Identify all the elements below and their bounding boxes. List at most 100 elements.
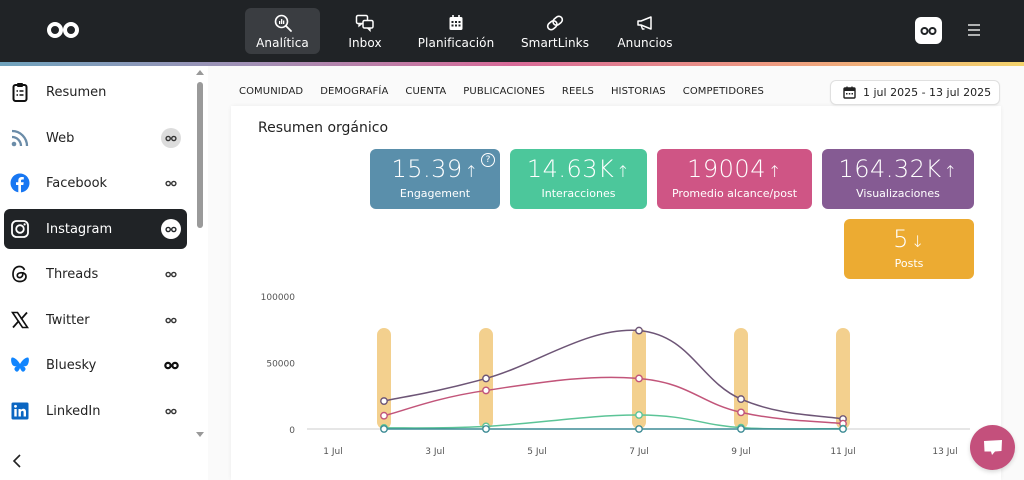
- section-title: Resumen orgánico: [258, 120, 389, 136]
- connection-badge-icon: [161, 173, 181, 193]
- kpi-label: Engagement: [399, 187, 471, 200]
- nav-analitica[interactable]: Analítica: [245, 8, 320, 54]
- linkedin-icon: [11, 402, 29, 420]
- data-point[interactable]: [380, 411, 388, 420]
- data-point[interactable]: [839, 425, 847, 433]
- sidebar-item-linkedin[interactable]: LinkedIn: [4, 391, 187, 431]
- hamburger-menu-icon[interactable]: [966, 23, 982, 37]
- tab-competidores[interactable]: COMPETIDORES: [682, 86, 765, 97]
- tab-demografia[interactable]: DEMOGRAFÍA: [320, 86, 389, 97]
- x-tick-label: 5 Jul: [527, 447, 546, 457]
- sidebar-item-label: LinkedIn: [46, 403, 101, 419]
- brand-gradient-strip: [0, 62, 1024, 66]
- kpi-engagement: 15.39 ↑ Engagement ?: [370, 149, 500, 209]
- logo-icon[interactable]: [46, 20, 80, 40]
- kpi-interacciones: 14.63K ↑ Interacciones: [510, 149, 647, 209]
- kpi-value: 15.39: [391, 155, 463, 183]
- chat-bubble-icon: [983, 439, 1002, 455]
- nav-inbox[interactable]: Inbox: [340, 8, 390, 54]
- link-icon: [546, 14, 564, 31]
- trend-up-arrow-icon: ↑: [464, 162, 479, 181]
- nav-smartlinks[interactable]: SmartLinks: [520, 8, 590, 54]
- y-tick-label: 100000: [261, 293, 296, 303]
- scroll-up-arrow-icon[interactable]: [196, 70, 204, 75]
- sidebar-item-resumen[interactable]: Resumen: [4, 72, 187, 112]
- posts-bar[interactable]: [734, 328, 748, 429]
- nav-label: Analítica: [256, 35, 309, 50]
- kpi-value: 19004: [687, 155, 766, 183]
- data-point[interactable]: [635, 374, 643, 383]
- data-point[interactable]: [737, 425, 745, 433]
- nav-label: SmartLinks: [520, 35, 590, 50]
- connection-badge-icon: [161, 310, 181, 330]
- calendar-icon: [449, 14, 463, 30]
- series-line: [383, 329, 844, 420]
- clipboard-icon: [12, 83, 28, 102]
- sidebar-item-facebook[interactable]: Facebook: [4, 163, 187, 203]
- rss-icon: [11, 129, 29, 147]
- kpi-visualizaciones: 164.32K ↑ Visualizaciones: [822, 149, 974, 209]
- data-point[interactable]: [380, 397, 388, 405]
- sidebar-item-instagram[interactable]: Instagram: [4, 209, 187, 249]
- sidebar-item-label: Threads: [46, 266, 99, 282]
- date-range-picker[interactable]: 1 jul 2025 - 13 jul 2025: [830, 80, 1000, 105]
- posts-bar[interactable]: [377, 328, 391, 429]
- connection-badge-icon: [161, 264, 181, 284]
- kpi-label: Visualizaciones: [856, 187, 940, 200]
- tab-publicaciones[interactable]: PUBLICACIONES: [463, 86, 545, 97]
- data-point[interactable]: [482, 425, 490, 433]
- kpi-label: Interacciones: [541, 187, 616, 200]
- kpi-label: Promedio alcance/post: [671, 187, 798, 200]
- kpi-label: Posts: [894, 257, 924, 270]
- bluesky-icon: [11, 357, 29, 372]
- data-point[interactable]: [635, 326, 643, 335]
- chat-support-button[interactable]: [970, 425, 1015, 470]
- nav-label: Inbox: [348, 35, 382, 50]
- kpi-value: 5: [893, 225, 909, 253]
- collapse-sidebar-chevron-left-icon[interactable]: [10, 452, 26, 470]
- account-avatar-button[interactable]: [915, 17, 942, 44]
- data-point[interactable]: [737, 408, 745, 417]
- posts-bar[interactable]: [836, 328, 850, 429]
- x-tick-label: 13 Jul: [932, 447, 957, 457]
- kpi-posts: 5 ↓ Posts: [844, 219, 974, 279]
- connection-badge-icon: [161, 401, 181, 421]
- data-point[interactable]: [482, 374, 490, 383]
- nav-anuncios[interactable]: Anuncios: [614, 8, 676, 54]
- tab-historias[interactable]: HISTORIAS: [610, 86, 666, 97]
- sidebar-item-twitter[interactable]: Twitter: [4, 300, 187, 340]
- calendar-icon: [843, 86, 856, 99]
- kpi-value: 164.32K: [838, 155, 942, 183]
- sidebar-scrollbar-thumb[interactable]: [197, 82, 203, 228]
- nav-planificacion[interactable]: Planificación: [418, 8, 494, 54]
- trend-up-arrow-icon: ↑: [943, 162, 958, 181]
- sidebar-item-label: Bluesky: [46, 357, 97, 373]
- nav-label: Planificación: [417, 35, 495, 50]
- data-point[interactable]: [635, 425, 643, 433]
- trend-down-arrow-icon: ↓: [910, 232, 925, 251]
- instagram-icon: [11, 220, 29, 238]
- sidebar-item-bluesky[interactable]: Bluesky: [4, 345, 187, 385]
- x-tick-label: 11 Jul: [830, 447, 855, 457]
- data-point[interactable]: [737, 395, 745, 403]
- scroll-down-arrow-icon[interactable]: [196, 432, 204, 437]
- sidebar-item-web[interactable]: Web: [4, 118, 187, 158]
- sidebar-item-label: Twitter: [46, 312, 90, 328]
- connection-badge-icon: [161, 355, 181, 375]
- sidebar-item-threads[interactable]: Threads: [4, 254, 187, 294]
- data-point[interactable]: [380, 425, 388, 433]
- help-question-icon[interactable]: ?: [481, 153, 495, 167]
- tab-comunidad[interactable]: COMUNIDAD: [239, 86, 304, 97]
- trend-up-arrow-icon: ↑: [767, 162, 782, 181]
- kpi-value: 14.63K: [526, 155, 615, 183]
- x-tick-label: 7 Jul: [629, 447, 648, 457]
- data-point[interactable]: [482, 386, 490, 395]
- sidebar-item-label: Resumen: [46, 84, 107, 100]
- y-tick-label: 0: [289, 426, 295, 436]
- connection-badge-icon: [161, 128, 181, 148]
- chat-bubbles-icon: [355, 14, 374, 32]
- tab-cuenta[interactable]: CUENTA: [405, 86, 447, 97]
- data-point[interactable]: [635, 411, 643, 419]
- analytics-tabs: COMUNIDAD DEMOGRAFÍA CUENTA PUBLICACIONE…: [239, 86, 781, 97]
- tab-reels[interactable]: REELS: [561, 86, 594, 97]
